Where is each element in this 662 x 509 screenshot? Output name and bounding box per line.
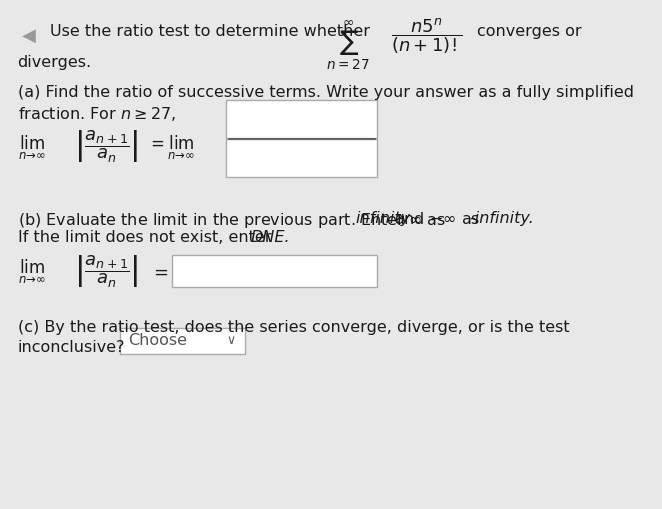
FancyBboxPatch shape (120, 328, 245, 354)
Text: fraction. For $n \geq 27$,: fraction. For $n \geq 27$, (18, 105, 175, 123)
Text: (c) By the ratio test, does the series converge, diverge, or is the test: (c) By the ratio test, does the series c… (18, 320, 569, 335)
Text: $\left|\dfrac{a_{n+1}}{a_n}\right|$: $\left|\dfrac{a_{n+1}}{a_n}\right|$ (74, 252, 139, 289)
Text: inconclusive?: inconclusive? (18, 340, 125, 355)
FancyBboxPatch shape (171, 254, 377, 288)
Text: $\left|\dfrac{a_{n+1}}{a_n}\right|$: $\left|\dfrac{a_{n+1}}{a_n}\right|$ (74, 128, 139, 164)
FancyBboxPatch shape (226, 100, 377, 138)
Text: (b) Evaluate the limit in the previous part. Enter $\infty$ as: (b) Evaluate the limit in the previous p… (18, 211, 446, 231)
Text: $\lim_{n \to \infty}$: $\lim_{n \to \infty}$ (18, 134, 45, 162)
Text: diverges.: diverges. (18, 54, 92, 70)
Text: $\blacktriangleleft$: $\blacktriangleleft$ (18, 26, 37, 45)
Text: Choose: Choose (128, 333, 187, 348)
Text: $\lim_{n \to \infty}$: $\lim_{n \to \infty}$ (18, 258, 45, 286)
Text: and $-\infty$ as: and $-\infty$ as (393, 211, 480, 228)
Text: Use the ratio test to determine whether: Use the ratio test to determine whether (50, 24, 370, 39)
Text: -infinity.: -infinity. (469, 211, 534, 227)
Text: $\vee$: $\vee$ (226, 334, 236, 347)
Text: DNE.: DNE. (250, 230, 290, 245)
Text: $=$: $=$ (150, 263, 169, 281)
Text: $\sum_{n=27}^{\infty}$: $\sum_{n=27}^{\infty}$ (326, 19, 369, 72)
Text: (a) Find the ratio of successive terms. Write your answer as a fully simplified: (a) Find the ratio of successive terms. … (18, 85, 634, 100)
FancyBboxPatch shape (226, 139, 377, 177)
Text: If the limit does not exist, enter: If the limit does not exist, enter (18, 230, 271, 245)
Text: infinity: infinity (355, 211, 411, 227)
Text: converges or: converges or (477, 24, 582, 39)
Text: $\dfrac{n5^{n}}{(n+1)!}$: $\dfrac{n5^{n}}{(n+1)!}$ (391, 17, 463, 56)
Text: $= \lim_{n \to \infty}$: $= \lim_{n \to \infty}$ (148, 134, 195, 162)
